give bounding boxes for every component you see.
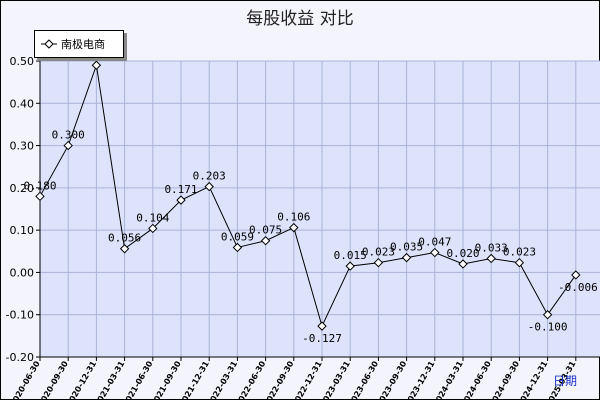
data-label: 0.203 [193, 170, 226, 183]
data-point [430, 247, 440, 258]
y-tick-label: 0.00 [10, 266, 35, 279]
x-tick-label: 2024-03-31 [431, 359, 465, 400]
x-tick-label: 2021-06-30 [121, 359, 155, 400]
data-label: 0.015 [334, 249, 367, 262]
data-point [317, 321, 327, 331]
y-tick-label: 0.20 [10, 182, 35, 195]
data-point [204, 181, 214, 192]
data-point [63, 140, 73, 151]
x-axis-label: 日期 [553, 374, 578, 388]
data-label: 0.106 [277, 211, 310, 224]
legend-marker-icon [41, 39, 57, 49]
data-point [232, 242, 243, 253]
plot-area [40, 61, 600, 357]
y-tick-label: 0.30 [10, 140, 35, 153]
data-label: 0.059 [221, 230, 254, 243]
data-point [260, 236, 271, 246]
chart-title: 每股收益 对比 [246, 9, 354, 29]
legend: 南极电商 [34, 30, 124, 58]
x-tick-label: 2021-12-31 [178, 359, 212, 400]
data-point [148, 223, 158, 234]
data-point [35, 191, 45, 202]
data-label: 0.056 [108, 232, 141, 245]
y-tick-label: -0.10 [6, 309, 34, 322]
x-tick-label: 2023-09-30 [375, 359, 409, 400]
data-label: 0.035 [390, 241, 423, 254]
data-label: 0.047 [418, 236, 451, 249]
data-point [345, 261, 355, 271]
data-point [373, 257, 384, 268]
series-path [39, 65, 577, 328]
data-label: -0.127 [302, 332, 342, 345]
y-tick-label: 0.10 [10, 224, 35, 237]
data-label: 0.171 [164, 183, 197, 196]
x-tick-label: 2020-06-30 [8, 359, 42, 400]
x-tick-label: 2024-09-30 [488, 359, 522, 400]
y-axis: 0.50 0.40 0.30 0.20 0.10 0.00 -0.10 -0.20 [6, 55, 41, 364]
x-tick-label: 2023-06-30 [347, 359, 381, 400]
x-tick-label: 2022-06-30 [234, 359, 268, 400]
data-point [119, 244, 130, 254]
data-label: 0.180 [23, 179, 56, 192]
data-label: 0.023 [503, 246, 536, 259]
data-point [458, 259, 468, 269]
legend-entry: 南极电商 [61, 38, 105, 51]
data-label: -0.006 [558, 281, 598, 294]
data-label: -0.100 [528, 321, 568, 334]
x-tick-label: 2022-03-31 [206, 359, 240, 400]
y-tick-label: -0.20 [6, 351, 34, 364]
y-tick-label: 0.50 [10, 55, 35, 68]
x-tick-label: 2020-12-31 [65, 359, 99, 400]
data-label: 0.023 [362, 246, 395, 259]
series-line [35, 60, 581, 331]
data-point [486, 253, 496, 264]
x-tick-label: 2021-03-31 [93, 359, 127, 400]
y-tick-label: 0.40 [10, 97, 35, 110]
x-tick-label: 2024-06-30 [460, 359, 494, 400]
data-point [571, 270, 581, 280]
data-label: 0.104 [136, 211, 169, 224]
x-tick-label: 2021-09-30 [149, 359, 183, 400]
data-label: 0.300 [52, 129, 85, 142]
x-tick-label: 2023-03-31 [319, 359, 353, 400]
data-point [514, 257, 525, 268]
data-point [542, 310, 553, 320]
data-label: 0.033 [475, 241, 508, 254]
data-point [401, 252, 412, 263]
x-tick-label: 2023-12-31 [403, 359, 437, 400]
x-tick-label: 2022-12-31 [290, 359, 324, 400]
data-point [176, 195, 186, 205]
x-axis: 2020-06-302020-09-302020-12-312021-03-31… [8, 356, 600, 400]
data-label: 0.020 [446, 247, 479, 260]
x-tick-label: 2020-09-30 [37, 359, 71, 400]
data-point [91, 60, 102, 70]
data-label: 0.075 [249, 224, 282, 237]
data-point [289, 222, 299, 233]
x-tick-label: 2024-12-31 [516, 359, 550, 400]
x-tick-label: 2022-09-30 [262, 359, 296, 400]
